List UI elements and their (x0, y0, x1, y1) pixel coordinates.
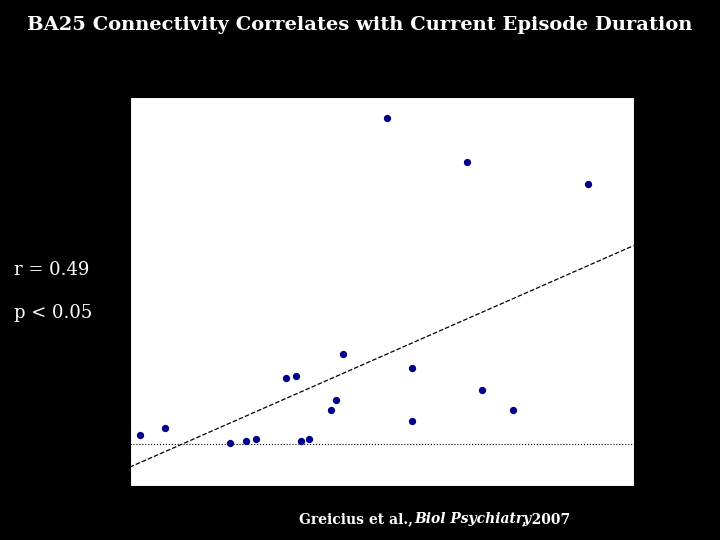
Point (325, 406, 337, 414)
Text: , 2007: , 2007 (522, 512, 570, 526)
Point (381, 114, 392, 123)
Text: p < 0.05: p < 0.05 (14, 304, 93, 322)
Point (225, 439, 236, 448)
Point (295, 436, 307, 445)
Point (338, 350, 349, 359)
Point (462, 158, 473, 166)
Text: BA25 Connectivity Correlates with Current Episode Duration: BA25 Connectivity Correlates with Curren… (27, 16, 693, 34)
Text: Biol Psychiatry: Biol Psychiatry (414, 512, 531, 526)
Point (134, 431, 145, 440)
Point (582, 179, 594, 188)
Point (303, 435, 315, 443)
Text: Greicius et al.,: Greicius et al., (299, 512, 418, 526)
Point (330, 396, 342, 404)
Point (477, 386, 488, 394)
Point (240, 436, 251, 445)
Text: r = 0.49: r = 0.49 (14, 261, 90, 279)
Point (290, 372, 302, 381)
X-axis label: subgenuality: subgenuality (348, 507, 415, 517)
Point (406, 417, 418, 426)
Point (406, 363, 418, 372)
Point (280, 374, 292, 382)
Point (159, 424, 171, 433)
Point (250, 435, 261, 443)
Y-axis label: weeks of current depression: weeks of current depression (87, 218, 97, 366)
Point (507, 406, 518, 414)
